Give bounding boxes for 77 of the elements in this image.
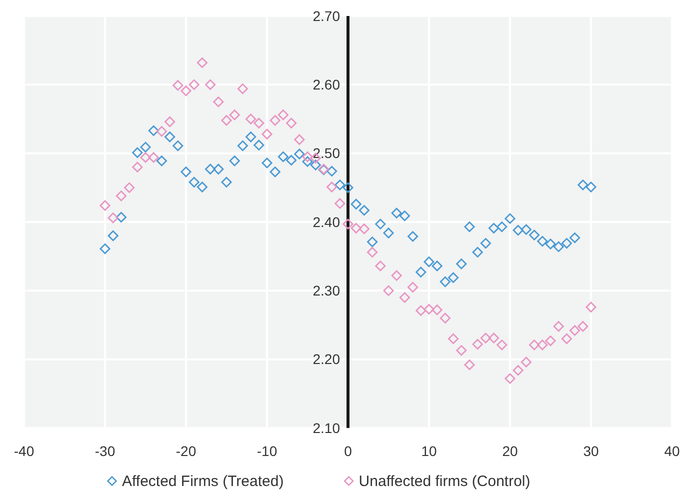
point	[512, 224, 524, 236]
legend-label: Unaffected firms (Control)	[358, 473, 530, 490]
point	[302, 156, 313, 167]
point	[180, 166, 192, 178]
point	[262, 158, 272, 168]
y-tick-label: 2.50	[312, 145, 340, 162]
x-tick-label: -10	[256, 443, 278, 459]
point	[578, 180, 588, 190]
point	[440, 276, 450, 288]
point	[399, 210, 410, 222]
x-tick-label: 10	[421, 443, 437, 459]
point	[586, 182, 596, 192]
x-tick-label: -30	[94, 443, 116, 459]
point	[424, 256, 434, 268]
point	[140, 142, 151, 152]
point	[108, 230, 118, 242]
point	[286, 154, 297, 166]
x-tick-label: -20	[176, 443, 196, 459]
point	[148, 125, 159, 136]
point	[553, 241, 564, 252]
y-tick-label: 2.70	[312, 8, 340, 24]
point	[570, 232, 580, 244]
x-tick-label: 30	[583, 443, 599, 459]
point	[367, 236, 378, 248]
point	[537, 236, 548, 247]
y-tick-label: 2.30	[312, 282, 340, 299]
x-tick-label: 40	[664, 443, 680, 459]
point	[221, 176, 232, 188]
point	[100, 243, 110, 254]
point	[334, 180, 346, 190]
point	[472, 246, 483, 258]
point	[132, 147, 143, 158]
x-tick-label: 0	[344, 443, 352, 459]
point	[456, 258, 467, 270]
point	[432, 260, 442, 272]
point	[164, 132, 176, 142]
point	[116, 212, 126, 222]
x-tick-label: -40	[14, 443, 34, 459]
x-tick-label: 20	[502, 443, 518, 459]
y-tick-label: 2.40	[312, 214, 340, 230]
point	[310, 160, 321, 170]
point	[172, 140, 184, 152]
point	[504, 213, 516, 224]
point	[416, 266, 426, 278]
point	[383, 228, 394, 238]
point	[408, 231, 418, 242]
legend-label: Affected Firms (Treated)	[122, 473, 284, 490]
point	[254, 140, 264, 150]
point	[358, 205, 370, 216]
point	[480, 238, 491, 249]
point	[156, 156, 167, 166]
point	[520, 224, 532, 235]
y-tick-label: 2.10	[312, 420, 340, 436]
point	[496, 222, 508, 232]
point	[278, 151, 288, 162]
point	[205, 164, 216, 174]
point	[326, 166, 338, 176]
point	[375, 218, 386, 230]
y-tick-label: 2.60	[312, 76, 340, 93]
point	[350, 198, 362, 210]
point	[448, 272, 459, 283]
point	[213, 164, 224, 174]
point	[188, 176, 200, 188]
y-tick-label: 2.20	[312, 351, 340, 368]
point	[464, 222, 475, 232]
point	[196, 182, 208, 192]
point	[294, 148, 305, 160]
point	[237, 140, 248, 152]
point	[229, 156, 240, 166]
point	[391, 208, 402, 218]
point	[529, 230, 540, 240]
point	[270, 166, 280, 178]
point	[246, 132, 256, 142]
point	[342, 182, 354, 193]
point	[561, 238, 572, 249]
point	[488, 222, 500, 234]
point	[545, 238, 556, 250]
